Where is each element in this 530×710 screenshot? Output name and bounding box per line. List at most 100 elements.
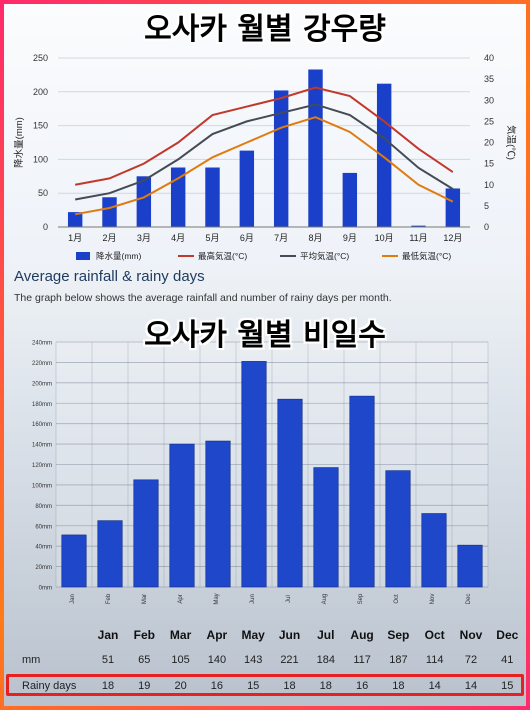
month-header: Oct — [424, 628, 445, 642]
x-tick-label: 9月 — [343, 233, 357, 243]
mm-cell: 65 — [138, 654, 151, 666]
y-tick-label: 140mm — [32, 443, 52, 449]
mm-cell: 143 — [244, 654, 263, 666]
month-header: Nov — [459, 628, 483, 642]
bar-rainfall — [239, 150, 255, 227]
x-tick-label: 4月 — [171, 233, 185, 243]
bar-monthly-rainfall — [61, 534, 87, 588]
legend-label: 平均気温(°C) — [300, 251, 349, 261]
x-tick-label: Jul — [286, 595, 292, 603]
mm-row-label: mm — [22, 654, 41, 666]
y-right-tick-label: 0 — [484, 222, 489, 232]
bar-rainfall — [376, 83, 392, 227]
legend-label: 降水量(mm) — [96, 251, 141, 261]
y-left-tick-label: 100 — [33, 154, 48, 164]
y-tick-label: 100mm — [32, 483, 52, 489]
y-left-tick-label: 0 — [43, 222, 48, 232]
bar-monthly-rainfall — [205, 440, 231, 588]
bar-monthly-rainfall — [457, 544, 483, 588]
line-avg-temp — [74, 103, 454, 201]
y-right-tick-label: 30 — [484, 95, 494, 105]
bar-monthly-rainfall — [349, 395, 375, 588]
x-tick-label: Sep — [358, 593, 364, 604]
bar-rainfall — [445, 188, 461, 227]
y-right-tick-label: 25 — [484, 116, 494, 126]
y-tick-label: 80mm — [35, 504, 52, 510]
x-tick-label: 8月 — [308, 233, 322, 243]
x-tick-label: Oct — [394, 594, 400, 604]
month-header: Dec — [496, 628, 519, 642]
y-left-axis-label: 降水量(mm) — [13, 117, 25, 168]
y-right-tick-label: 10 — [484, 180, 494, 190]
month-header: Jul — [317, 628, 335, 642]
y-right-tick-label: 5 — [484, 201, 489, 211]
legend-label: 最低気温(°C) — [402, 251, 451, 261]
bar-monthly-rainfall — [277, 398, 303, 588]
x-tick-label: 2月 — [102, 233, 116, 243]
x-tick-label: 3月 — [137, 233, 151, 243]
caption-monthly-rainfall: 오사카 월별 강우량 — [144, 12, 386, 47]
table-header-row: Jan Feb Mar Apr May Jun Jul Aug Sep Oct Nov Dec — [0, 628, 530, 648]
x-tick-label: May — [214, 593, 220, 604]
x-tick-label: Apr — [178, 594, 184, 603]
caption-monthly-rainy-days: 오사카 월별 비일수 — [144, 318, 386, 353]
legend-swatch-rainfall — [76, 252, 90, 260]
x-tick-label: 7月 — [274, 233, 288, 243]
month-header: May — [241, 628, 265, 642]
y-right-tick-label: 40 — [484, 53, 494, 63]
mm-cell: 187 — [389, 654, 408, 666]
y-tick-label: 0mm — [39, 586, 52, 592]
month-header: Aug — [350, 628, 374, 642]
x-tick-label: Nov — [430, 594, 436, 605]
x-tick-label: 1月 — [68, 233, 82, 243]
month-header: Sep — [387, 628, 410, 642]
y-right-tick-label: 15 — [484, 159, 494, 169]
bar-monthly-rainfall — [385, 470, 411, 588]
legend-label: 最高気温(°C) — [198, 251, 247, 261]
mm-cell: 117 — [353, 654, 371, 666]
month-header: Mar — [169, 628, 192, 642]
y-tick-label: 120mm — [32, 463, 52, 469]
x-tick-label: Feb — [106, 593, 112, 604]
y-tick-label: 200mm — [32, 381, 52, 387]
x-tick-label: 11月 — [409, 233, 427, 243]
y-tick-label: 40mm — [35, 545, 52, 551]
x-tick-label: Jan — [70, 594, 76, 604]
month-header: Jan — [97, 628, 119, 642]
x-tick-label: 12月 — [443, 233, 462, 243]
y-tick-label: 20mm — [35, 565, 52, 571]
y-left-tick-label: 200 — [33, 87, 48, 97]
y-right-tick-label: 20 — [484, 138, 494, 148]
mm-cell: 140 — [207, 654, 227, 666]
x-tick-label: 10月 — [375, 233, 394, 243]
y-left-tick-label: 250 — [33, 53, 48, 63]
x-tick-label: Mar — [142, 594, 148, 604]
x-tick-label: Dec — [466, 594, 472, 605]
mm-cell: 114 — [425, 654, 444, 666]
table-row-mm: mm 51 65 105 140 143 221 184 117 187 114 72 41 — [0, 654, 530, 674]
month-header: Jun — [278, 628, 301, 642]
bar-monthly-rainfall — [133, 479, 159, 588]
y-right-axis-label: 気温(℃) — [505, 125, 517, 160]
mm-cell: 51 — [101, 654, 115, 666]
y-left-tick-label: 150 — [33, 121, 48, 131]
mm-cell: 105 — [171, 654, 190, 666]
month-header: Apr — [206, 628, 228, 642]
y-tick-label: 60mm — [35, 524, 52, 530]
bar-rainfall — [308, 69, 323, 227]
x-tick-label: 6月 — [240, 233, 254, 243]
mm-cell: 221 — [280, 654, 299, 666]
bar-monthly-rainfall — [97, 520, 123, 588]
y-tick-label: 160mm — [32, 422, 52, 428]
bar-monthly-rainfall — [169, 443, 195, 588]
bar-monthly-rainfall — [421, 513, 447, 588]
y-left-tick-label: 50 — [38, 188, 48, 198]
bar-rainfall — [102, 197, 117, 227]
month-header: Feb — [133, 628, 155, 642]
mm-cell: 72 — [464, 654, 478, 666]
bar-rainfall — [342, 172, 358, 227]
y-tick-label: 220mm — [32, 361, 52, 367]
bar-monthly-rainfall — [313, 467, 339, 588]
mm-cell: 184 — [316, 654, 335, 666]
bar-monthly-rainfall — [241, 361, 267, 588]
